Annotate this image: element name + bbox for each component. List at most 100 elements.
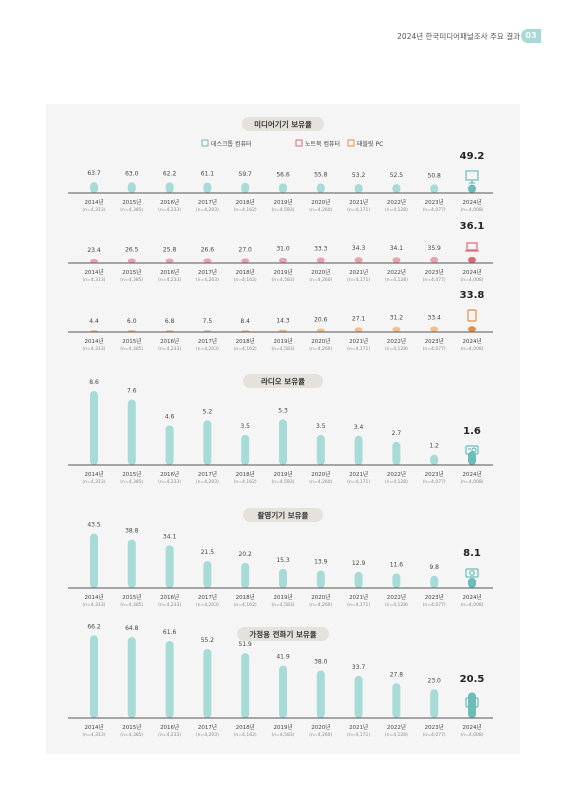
bar <box>165 641 174 718</box>
data-label: 12.9 <box>352 560 366 567</box>
desktop-screen <box>465 170 479 181</box>
sample-size-label: (n=4,008) <box>460 602 483 608</box>
data-label: 52.5 <box>390 172 404 179</box>
bar <box>241 653 250 718</box>
sample-size-label: (n=4,203) <box>196 479 219 485</box>
sample-size-label: (n=4,128) <box>385 602 408 608</box>
bar <box>316 670 325 718</box>
bar <box>392 441 401 465</box>
bar <box>354 327 363 332</box>
sample-size-label: (n=4,385) <box>120 207 143 213</box>
bar <box>430 326 439 332</box>
bar <box>279 329 287 332</box>
year-tick-label: 2023년 <box>425 723 444 731</box>
sample-size-label: (n=4,313) <box>82 277 105 283</box>
bar <box>392 257 401 263</box>
sample-size-label: (n=4,171) <box>347 602 370 608</box>
data-label: 27.8 <box>390 671 404 678</box>
sample-size-label: (n=4,171) <box>347 207 370 213</box>
legend-label: 노트북 컴퓨터 <box>305 140 340 148</box>
year-tick-label: 2016년 <box>160 198 179 206</box>
data-label: 33.7 <box>352 664 366 671</box>
data-label: 7.5 <box>203 318 213 325</box>
data-label: 38.0 <box>314 659 328 666</box>
bar <box>90 182 98 193</box>
data-label: 6.0 <box>127 318 137 325</box>
data-label-highlight: 33.8 <box>460 290 485 301</box>
year-tick-label: 2024년 <box>462 593 481 601</box>
year-tick-label: 2016년 <box>160 337 179 345</box>
data-label: 50.8 <box>428 172 442 179</box>
data-label: 5.2 <box>203 408 213 415</box>
sample-size-label: (n=4,171) <box>347 479 370 485</box>
bar <box>430 689 439 718</box>
sample-size-label: (n=4,233) <box>158 277 181 283</box>
data-label: 21.5 <box>201 549 215 556</box>
sample-size-label: (n=4,077) <box>423 346 446 352</box>
laptop-icon <box>465 242 479 252</box>
sample-size-label: (n=4,385) <box>120 277 143 283</box>
chart-title: 라디오 보유율 <box>261 376 305 386</box>
data-label: 23.0 <box>428 677 442 684</box>
camera-body <box>465 568 479 578</box>
sample-size-label: (n=4,008) <box>460 277 483 283</box>
year-tick-label: 2019년 <box>273 723 292 731</box>
sample-size-label: (n=4,077) <box>423 732 446 738</box>
data-label: 59.7 <box>239 171 253 178</box>
sample-size-label: (n=4,128) <box>385 346 408 352</box>
data-label: 6.8 <box>165 318 175 325</box>
sample-size-label: (n=4,077) <box>423 602 446 608</box>
radio-speaker <box>471 447 477 453</box>
sample-size-label: (n=4,203) <box>196 602 219 608</box>
bar <box>279 257 287 263</box>
data-label: 26.5 <box>125 246 139 253</box>
sample-size-label: (n=4,203) <box>196 207 219 213</box>
data-label: 23.4 <box>87 247 101 254</box>
year-tick-label: 2020년 <box>311 593 330 601</box>
year-tick-label: 2021년 <box>349 337 368 345</box>
chart-title: 가정용 전화기 보유율 <box>249 629 316 639</box>
year-tick-label: 2017년 <box>198 470 217 478</box>
year-tick-label: 2021년 <box>349 268 368 276</box>
bar <box>90 391 98 465</box>
year-tick-label: 2019년 <box>273 593 292 601</box>
data-label: 3.4 <box>354 424 364 431</box>
data-label: 26.6 <box>201 246 215 253</box>
bar <box>316 570 325 588</box>
sample-size-label: (n=4,385) <box>120 732 143 738</box>
year-tick-label: 2014년 <box>84 470 103 478</box>
radio-body <box>465 445 479 455</box>
data-label: 55.8 <box>314 172 328 179</box>
page-number-badge: 03 <box>521 29 541 43</box>
bar <box>430 575 439 588</box>
data-label-highlight: 8.1 <box>463 548 481 559</box>
bar <box>90 259 98 263</box>
sample-size-label: (n=4,008) <box>460 207 483 213</box>
year-tick-label: 2014년 <box>84 198 103 206</box>
year-tick-label: 2024년 <box>462 268 481 276</box>
year-tick-label: 2017년 <box>198 593 217 601</box>
data-label: 3.5 <box>240 423 250 430</box>
data-label: 31.0 <box>276 246 290 253</box>
bar <box>392 683 401 718</box>
year-tick-label: 2019년 <box>273 268 292 276</box>
laptop-screen <box>466 242 478 251</box>
data-label: 8.6 <box>89 379 99 386</box>
sample-size-label: (n=4,583) <box>271 346 294 352</box>
sample-size-label: (n=4,260) <box>309 207 332 213</box>
sample-size-label: (n=4,260) <box>309 732 332 738</box>
year-tick-label: 2014년 <box>84 268 103 276</box>
sample-size-label: (n=4,077) <box>423 207 446 213</box>
sample-size-label: (n=4,385) <box>120 346 143 352</box>
sample-size-label: (n=4,128) <box>385 732 408 738</box>
year-tick-label: 2018년 <box>236 337 255 345</box>
sample-size-label: (n=4,203) <box>196 277 219 283</box>
sample-size-label: (n=4,313) <box>82 207 105 213</box>
bar <box>127 258 136 263</box>
sample-size-label: (n=4,313) <box>82 732 105 738</box>
year-tick-label: 2022년 <box>387 470 406 478</box>
year-tick-label: 2014년 <box>84 593 103 601</box>
bar <box>354 435 363 465</box>
data-label: 1.2 <box>429 443 439 450</box>
